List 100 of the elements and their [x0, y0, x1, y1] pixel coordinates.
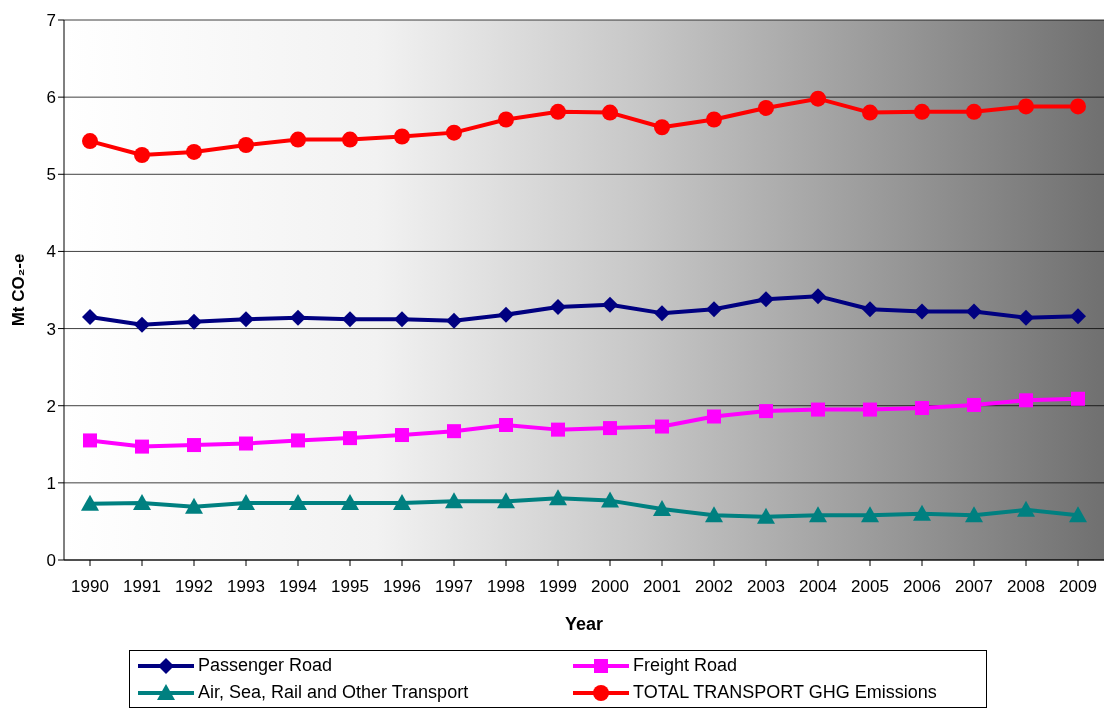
point [654, 305, 670, 322]
point [237, 493, 255, 510]
point [550, 103, 566, 120]
point [551, 422, 565, 437]
x-tick-label: 2009 [1059, 577, 1097, 597]
point [811, 402, 825, 417]
legend-label: TOTAL TRANSPORT GHG Emissions [633, 682, 937, 703]
x-tick-label: 2002 [695, 577, 733, 597]
y-tick-label: 1 [46, 473, 56, 493]
point [290, 131, 306, 148]
point [863, 402, 877, 417]
x-tick-label: 1998 [487, 577, 525, 597]
point [707, 409, 721, 424]
x-tick-label: 1997 [435, 577, 473, 597]
x-tick-label: 2005 [851, 577, 889, 597]
y-tick-label: 4 [46, 242, 56, 262]
point [966, 303, 982, 320]
point [913, 504, 931, 521]
point [810, 90, 826, 107]
point [967, 397, 981, 412]
point [602, 296, 618, 313]
point [1017, 500, 1035, 517]
point [499, 418, 513, 432]
point [1018, 98, 1034, 115]
point [497, 492, 515, 509]
x-tick-label: 1990 [71, 577, 109, 597]
point [239, 436, 253, 451]
y-tick-label: 5 [46, 165, 56, 185]
point [186, 313, 202, 330]
point [343, 431, 357, 446]
point [914, 303, 930, 320]
point [135, 439, 149, 454]
x-tick-label: 2004 [799, 577, 837, 597]
point [1071, 391, 1085, 406]
point [758, 291, 774, 308]
point [601, 491, 619, 508]
y-tick-label: 3 [46, 319, 56, 339]
point [810, 288, 826, 305]
point [809, 506, 827, 523]
point [185, 497, 203, 514]
point [1069, 506, 1087, 523]
x-tick-label: 2000 [591, 577, 629, 597]
point [446, 312, 462, 329]
x-tick-label: 2006 [903, 577, 941, 597]
point [706, 301, 722, 318]
point [81, 494, 99, 511]
point [133, 493, 151, 510]
y-tick-label: 7 [46, 11, 56, 31]
x-tick-label: 1996 [383, 577, 421, 597]
y-tick-label: 0 [46, 551, 56, 571]
x-tick-label: 1994 [279, 577, 317, 597]
point [966, 103, 982, 120]
x-tick-label: 1995 [331, 577, 369, 597]
x-tick-label: 2007 [955, 577, 993, 597]
point [445, 492, 463, 509]
point [341, 493, 359, 510]
point [862, 104, 878, 121]
x-tick-label: 2008 [1007, 577, 1045, 597]
point [238, 311, 254, 328]
point [1070, 308, 1086, 325]
y-tick-label: 2 [46, 396, 56, 416]
point [705, 506, 723, 523]
point [653, 500, 671, 517]
point [498, 306, 514, 323]
point [654, 119, 670, 136]
point [965, 506, 983, 523]
point [759, 404, 773, 419]
legend-label: Passenger Road [198, 655, 333, 676]
point [342, 311, 358, 328]
x-tick-label: 2001 [643, 577, 681, 597]
y-tick-label: 6 [46, 88, 56, 108]
point [1019, 393, 1033, 408]
point [446, 124, 462, 141]
point [914, 103, 930, 120]
point [238, 136, 254, 153]
point [289, 493, 307, 510]
point [187, 438, 201, 453]
point [82, 309, 98, 325]
point [394, 128, 410, 145]
point [706, 111, 722, 128]
point [83, 433, 97, 448]
point [550, 298, 566, 315]
legend-label: Air, Sea, Rail and Other Transport [198, 682, 469, 703]
point [186, 143, 202, 160]
point [393, 493, 411, 510]
point [290, 309, 306, 326]
point [395, 428, 409, 443]
point [134, 147, 150, 163]
x-tick-label: 1999 [539, 577, 577, 597]
point [291, 433, 305, 448]
point [915, 401, 929, 416]
x-tick-label: 1991 [123, 577, 161, 597]
point [134, 316, 150, 333]
point [757, 507, 775, 524]
point [758, 99, 774, 116]
point [603, 421, 617, 436]
point [498, 111, 514, 128]
x-tick-label: 2003 [747, 577, 785, 597]
x-axis-title: Year [564, 614, 604, 634]
point [602, 104, 618, 121]
